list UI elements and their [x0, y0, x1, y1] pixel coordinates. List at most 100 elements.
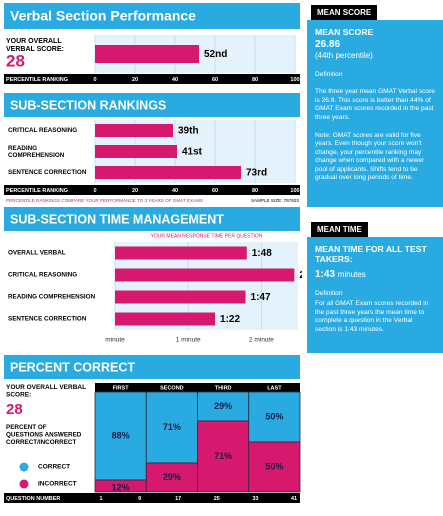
value-label: 50%	[265, 461, 283, 471]
x-tick-label: 60	[212, 188, 218, 194]
bar	[95, 124, 173, 137]
section-header	[4, 355, 300, 379]
category-label: OVERALL VERBAL	[8, 250, 66, 257]
definition: The three year mean GMAT Verbal score is…	[315, 88, 435, 121]
score: 28	[6, 51, 25, 70]
x-tick-label: 20	[132, 77, 138, 83]
x-tick-label: minute	[105, 337, 125, 344]
bar	[115, 312, 216, 326]
value-label: 2:27	[299, 270, 302, 281]
value-label: 1:47	[251, 292, 271, 303]
x-tick-label: 9	[138, 496, 141, 502]
mean-score-value: 26.86	[315, 39, 341, 51]
note: Note: GMAT scores are valid for five yea…	[315, 131, 425, 182]
category-label: SENTENCE CORRECTION	[8, 316, 87, 323]
definition-label: Definition	[315, 70, 343, 78]
value-label: 29%	[163, 472, 181, 482]
x-tick-label: 20	[132, 188, 138, 194]
bar	[115, 246, 247, 260]
mean-time: 1:43 minutes	[315, 268, 435, 281]
value-label: 50%	[265, 411, 283, 421]
x-tick-label: 80	[252, 188, 258, 194]
x-tick-label: 2 minute	[249, 337, 274, 344]
score-label: YOUR OVERALL VERBAL SCORE:	[6, 384, 88, 399]
value-label: 12%	[112, 482, 130, 492]
x-tick-label: 40	[172, 77, 178, 83]
x-tick-label: 40	[172, 188, 178, 194]
x-axis-label: PERCENTILE RANKING	[6, 77, 68, 83]
bar	[95, 45, 199, 63]
score-label: YOUR OVERALL VERBAL SCORE:	[6, 38, 64, 53]
mean-score-panel: MEAN SCORE 26.86 (44th percentile) Defin…	[307, 20, 443, 207]
legend-label: CORRECT	[38, 464, 70, 471]
legend-marker	[19, 479, 29, 489]
legend-marker	[19, 462, 29, 472]
value-label: 88%	[112, 430, 130, 440]
bar	[95, 166, 241, 179]
section-title: PERCENT CORRECT	[10, 360, 135, 374]
x-tick-label: 41	[291, 496, 297, 502]
section-header	[4, 3, 300, 29]
bar	[115, 268, 295, 282]
definition: For all GMAT Exam scores recorded in the…	[315, 300, 429, 333]
bar	[115, 290, 246, 304]
mean-time-panel: MEAN TIME FOR ALL TEST TAKERS: 1:43 minu…	[307, 237, 443, 353]
segment	[94, 391, 147, 481]
segment	[248, 441, 301, 493]
x-tick-label: 33	[252, 496, 258, 502]
section-title: Verbal Section Performance	[10, 8, 196, 24]
sample-size: SAMPLE SIZE: 767633	[251, 198, 299, 203]
x-tick-label: 100	[290, 188, 299, 194]
segment	[197, 391, 250, 422]
mean-time-unit: minutes	[337, 269, 366, 279]
x-tick-label: 1	[99, 496, 102, 502]
column-header-band	[95, 383, 300, 392]
value-label: 71%	[163, 422, 181, 432]
axis-band	[4, 74, 300, 84]
score: 28	[6, 401, 23, 418]
x-tick-label: 0	[93, 77, 96, 83]
segment	[145, 462, 198, 493]
panel-heading: MEAN SCORE	[315, 27, 374, 37]
value-label: 41st	[182, 147, 203, 158]
x-tick-label: 1 minute	[176, 337, 201, 344]
x-tick-label: 100	[290, 77, 299, 83]
mean-time-value: 1:43	[315, 268, 336, 280]
x-tick-label: 0	[93, 188, 96, 194]
legend-label: INCORRECT	[38, 481, 77, 488]
value-label: 1:48	[252, 248, 272, 259]
subtitle: YOUR MEAN RESPONSE TIME PER QUESTION	[151, 233, 263, 239]
section-title: SUB-SECTION TIME MANAGEMENT	[10, 212, 224, 226]
x-tick-label: 17	[175, 496, 181, 502]
category-label: CRITICAL REASONING	[8, 272, 77, 279]
axis-band	[4, 493, 300, 503]
category-label: SENTENCE CORRECTION	[8, 169, 87, 176]
category-label: READING COMPREHENSION	[8, 294, 96, 301]
category-label: READING COMPREHENSION	[8, 145, 65, 159]
x-tick-label: 25	[214, 496, 220, 502]
value-label: 39th	[178, 126, 199, 137]
category-label: THIRD	[215, 385, 232, 391]
value-label: 73rd	[246, 168, 267, 179]
x-axis-label: PERCENTILE RANKING	[6, 188, 68, 194]
bar	[95, 145, 177, 158]
section-title: SUB-SECTION RANKINGS	[10, 98, 166, 112]
x-tick-label: 60	[212, 77, 218, 83]
x-axis-label: QUESTION NUMBER	[6, 496, 60, 502]
definition-label: Definition	[315, 289, 343, 297]
category-label: SECOND	[160, 385, 184, 391]
panel-heading: MEAN TIME FOR ALL TEST TAKERS:	[315, 244, 427, 265]
value-label: 1:22	[220, 314, 240, 325]
segment	[248, 391, 301, 443]
panel-tag: MEAN SCORE	[311, 5, 378, 20]
panel-tag: MEAN TIME	[311, 222, 368, 237]
axis-band	[4, 185, 300, 195]
category-label: CRITICAL REASONING	[8, 127, 77, 134]
value-label: 71%	[214, 451, 232, 461]
category-label: FIRST	[113, 385, 130, 391]
value-label: 52nd	[204, 49, 227, 60]
x-tick-label: 80	[252, 77, 258, 83]
section-header	[4, 93, 300, 117]
section-header	[4, 207, 300, 231]
